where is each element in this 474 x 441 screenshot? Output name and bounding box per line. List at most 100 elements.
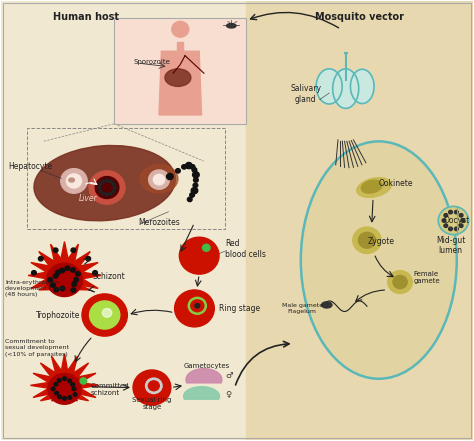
Text: ♂: ♂ [225, 371, 233, 380]
Circle shape [51, 283, 55, 287]
Circle shape [54, 382, 58, 386]
Circle shape [72, 387, 76, 391]
Circle shape [166, 173, 173, 179]
Circle shape [174, 290, 214, 327]
Circle shape [57, 379, 61, 382]
Circle shape [53, 274, 58, 278]
Circle shape [109, 180, 112, 183]
Circle shape [393, 276, 407, 289]
Polygon shape [159, 51, 201, 115]
Ellipse shape [301, 142, 457, 379]
Circle shape [179, 237, 219, 274]
Circle shape [185, 162, 192, 168]
Circle shape [353, 227, 381, 254]
Circle shape [113, 186, 116, 189]
Polygon shape [0, 1, 246, 440]
Circle shape [191, 187, 198, 194]
Ellipse shape [350, 69, 374, 104]
Text: Ring stage: Ring stage [219, 304, 260, 313]
Circle shape [65, 266, 70, 270]
Polygon shape [246, 1, 474, 440]
Circle shape [149, 170, 169, 189]
Ellipse shape [321, 302, 332, 308]
Text: Ookinete: Ookinete [379, 179, 413, 188]
Text: Salivary
gland: Salivary gland [290, 84, 321, 104]
Circle shape [461, 219, 465, 222]
Text: Commitment to
sexual development
(<10% of parasites): Commitment to sexual development (<10% o… [5, 339, 69, 357]
Text: Merozoites: Merozoites [138, 218, 180, 227]
Circle shape [86, 257, 91, 261]
Circle shape [358, 232, 375, 248]
Circle shape [182, 164, 186, 169]
Circle shape [438, 206, 469, 235]
Circle shape [80, 378, 87, 384]
Circle shape [98, 186, 101, 189]
Circle shape [449, 227, 452, 231]
Circle shape [192, 172, 199, 178]
Text: Female
gamete: Female gamete [414, 271, 440, 284]
Circle shape [195, 303, 200, 308]
Circle shape [175, 168, 180, 173]
Text: Zygote: Zygote [368, 237, 395, 246]
Circle shape [68, 379, 72, 383]
Circle shape [99, 183, 102, 185]
Text: Schizont: Schizont [93, 272, 126, 280]
Ellipse shape [34, 146, 175, 221]
Text: Sporozoite: Sporozoite [133, 60, 170, 65]
Ellipse shape [140, 164, 178, 193]
Circle shape [53, 248, 58, 252]
Circle shape [72, 282, 76, 286]
Circle shape [61, 168, 87, 193]
Circle shape [51, 387, 55, 391]
Circle shape [68, 396, 72, 399]
Ellipse shape [333, 69, 359, 108]
Circle shape [93, 271, 98, 275]
Circle shape [190, 164, 195, 169]
Circle shape [102, 180, 105, 183]
Ellipse shape [69, 178, 74, 182]
Text: Male gamete
Flagelum: Male gamete Flagelum [282, 303, 323, 314]
Circle shape [54, 288, 58, 292]
Circle shape [60, 286, 65, 291]
Circle shape [74, 278, 78, 282]
Circle shape [71, 288, 76, 292]
Text: Trophozoite: Trophozoite [36, 311, 80, 320]
Circle shape [63, 396, 66, 400]
Circle shape [459, 224, 463, 228]
Circle shape [55, 391, 58, 395]
Text: Human host: Human host [53, 11, 119, 22]
Circle shape [63, 377, 66, 381]
Ellipse shape [316, 69, 342, 104]
Circle shape [455, 210, 458, 214]
Text: ♀: ♀ [225, 390, 231, 399]
Text: Liver: Liver [79, 194, 98, 203]
Circle shape [99, 190, 102, 192]
Circle shape [106, 193, 109, 196]
Text: Sexual ring
stage: Sexual ring stage [132, 396, 172, 410]
Circle shape [154, 174, 164, 185]
Circle shape [66, 174, 82, 188]
Circle shape [193, 183, 198, 187]
Circle shape [71, 268, 75, 272]
Circle shape [187, 197, 192, 202]
Text: Red
blood cells: Red blood cells [225, 239, 266, 259]
Circle shape [388, 271, 412, 293]
Ellipse shape [357, 178, 392, 198]
Polygon shape [30, 354, 99, 401]
Circle shape [192, 168, 197, 172]
Circle shape [38, 257, 43, 261]
Polygon shape [28, 242, 101, 290]
Circle shape [112, 190, 115, 192]
Text: Committed
schizont: Committed schizont [91, 383, 129, 396]
Circle shape [442, 219, 446, 222]
Circle shape [202, 244, 210, 251]
Circle shape [48, 374, 81, 404]
Circle shape [449, 210, 452, 214]
Circle shape [90, 301, 120, 329]
Circle shape [193, 178, 198, 182]
Text: Intra-erythrocytic
development cycle
(48 hours): Intra-erythrocytic development cycle (48… [5, 280, 65, 297]
Circle shape [133, 370, 171, 405]
Circle shape [60, 268, 64, 273]
Circle shape [109, 192, 112, 195]
Text: Gametocytes: Gametocytes [183, 363, 229, 369]
